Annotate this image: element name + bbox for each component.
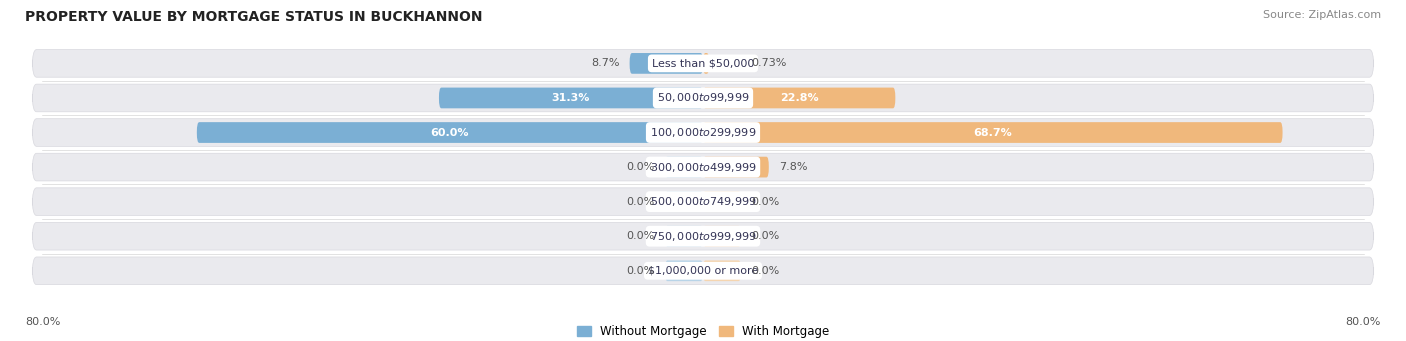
- FancyBboxPatch shape: [703, 157, 769, 177]
- FancyBboxPatch shape: [32, 49, 1374, 77]
- FancyBboxPatch shape: [32, 257, 1374, 285]
- FancyBboxPatch shape: [32, 188, 1374, 216]
- Text: PROPERTY VALUE BY MORTGAGE STATUS IN BUCKHANNON: PROPERTY VALUE BY MORTGAGE STATUS IN BUC…: [25, 10, 482, 24]
- FancyBboxPatch shape: [703, 122, 1282, 143]
- Text: 80.0%: 80.0%: [25, 317, 60, 327]
- Text: 60.0%: 60.0%: [430, 128, 470, 137]
- FancyBboxPatch shape: [703, 226, 741, 247]
- Text: 0.0%: 0.0%: [627, 162, 655, 172]
- Text: 0.0%: 0.0%: [627, 231, 655, 241]
- Text: $500,000 to $749,999: $500,000 to $749,999: [650, 195, 756, 208]
- Text: 22.8%: 22.8%: [780, 93, 818, 103]
- Text: 0.0%: 0.0%: [751, 266, 779, 276]
- FancyBboxPatch shape: [630, 53, 703, 74]
- Text: 31.3%: 31.3%: [551, 93, 591, 103]
- FancyBboxPatch shape: [703, 261, 741, 281]
- Text: 8.7%: 8.7%: [591, 58, 620, 69]
- FancyBboxPatch shape: [703, 88, 896, 108]
- FancyBboxPatch shape: [703, 53, 709, 74]
- FancyBboxPatch shape: [665, 191, 703, 212]
- Text: $50,000 to $99,999: $50,000 to $99,999: [657, 91, 749, 104]
- Text: 68.7%: 68.7%: [973, 128, 1012, 137]
- FancyBboxPatch shape: [439, 88, 703, 108]
- FancyBboxPatch shape: [665, 261, 703, 281]
- FancyBboxPatch shape: [32, 153, 1374, 181]
- FancyBboxPatch shape: [32, 119, 1374, 146]
- Text: Source: ZipAtlas.com: Source: ZipAtlas.com: [1263, 10, 1381, 20]
- Text: 0.0%: 0.0%: [627, 197, 655, 207]
- FancyBboxPatch shape: [197, 122, 703, 143]
- Text: Less than $50,000: Less than $50,000: [652, 58, 754, 69]
- FancyBboxPatch shape: [32, 222, 1374, 250]
- Text: 0.0%: 0.0%: [751, 231, 779, 241]
- Text: 0.0%: 0.0%: [751, 197, 779, 207]
- Text: $300,000 to $499,999: $300,000 to $499,999: [650, 161, 756, 174]
- Text: $1,000,000 or more: $1,000,000 or more: [648, 266, 758, 276]
- Text: 0.0%: 0.0%: [627, 266, 655, 276]
- FancyBboxPatch shape: [703, 191, 741, 212]
- Legend: Without Mortgage, With Mortgage: Without Mortgage, With Mortgage: [572, 321, 834, 341]
- FancyBboxPatch shape: [665, 157, 703, 177]
- FancyBboxPatch shape: [32, 84, 1374, 112]
- Text: 0.73%: 0.73%: [751, 58, 786, 69]
- Text: 80.0%: 80.0%: [1346, 317, 1381, 327]
- FancyBboxPatch shape: [665, 226, 703, 247]
- Text: $750,000 to $999,999: $750,000 to $999,999: [650, 230, 756, 243]
- Text: 7.8%: 7.8%: [779, 162, 807, 172]
- Text: $100,000 to $299,999: $100,000 to $299,999: [650, 126, 756, 139]
